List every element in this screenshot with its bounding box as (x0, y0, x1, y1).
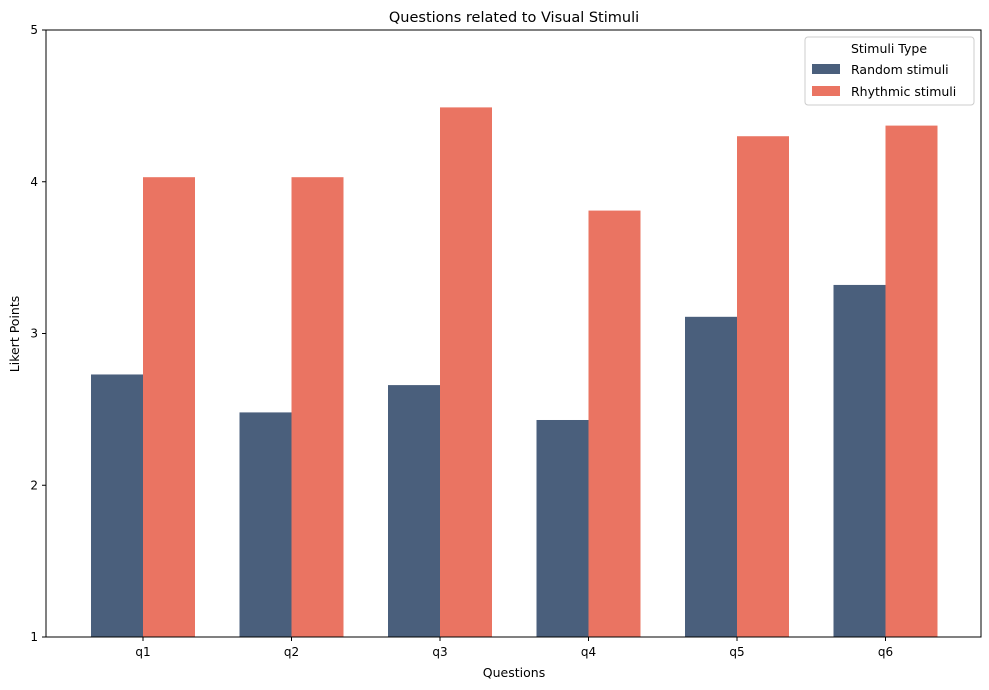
bar-rhythmic-q3 (440, 107, 492, 637)
legend: Stimuli Type Random stimuli Rhythmic sti… (804, 36, 975, 106)
bar-random-q5 (685, 316, 737, 637)
x-axis: q1 q2 q3 q4 q5 q6 (135, 637, 893, 659)
y-tick-label: 3 (30, 327, 38, 341)
bar-random-q2 (239, 412, 292, 637)
bar-rhythmic-q4 (588, 210, 641, 637)
bar-rhythmic-q5 (737, 136, 789, 637)
legend-swatch-rhythmic (812, 86, 840, 96)
legend-box (804, 36, 975, 106)
bar-rhythmic-q6 (885, 125, 938, 637)
legend-title: Stimuli Type (851, 41, 927, 56)
bars-layer (91, 107, 938, 637)
legend-label-rhythmic: Rhythmic stimuli (851, 84, 956, 99)
bar-random-q1 (91, 374, 143, 637)
x-tick-label: q4 (581, 645, 596, 659)
y-tick-label: 5 (30, 23, 38, 37)
y-axis: 1 2 3 4 5 (30, 23, 46, 644)
bar-random-q3 (388, 385, 440, 637)
bar-rhythmic-q1 (143, 177, 195, 637)
legend-label-random: Random stimuli (851, 62, 949, 77)
bar-random-q6 (833, 284, 886, 637)
y-axis-label: Likert Points (7, 296, 22, 372)
x-tick-label: q5 (729, 645, 744, 659)
chart-title: Questions related to Visual Stimuli (389, 10, 639, 26)
x-tick-label: q1 (135, 645, 150, 659)
y-tick-label: 2 (30, 478, 38, 492)
bar-rhythmic-q2 (291, 177, 344, 637)
x-tick-label: q3 (432, 645, 447, 659)
y-tick-label: 1 (30, 630, 38, 644)
bar-random-q4 (536, 419, 589, 637)
legend-swatch-random (812, 64, 840, 74)
x-axis-label: Questions (483, 665, 545, 680)
x-tick-label: q2 (284, 645, 299, 659)
y-tick-label: 4 (30, 175, 38, 189)
x-tick-label: q6 (878, 645, 893, 659)
